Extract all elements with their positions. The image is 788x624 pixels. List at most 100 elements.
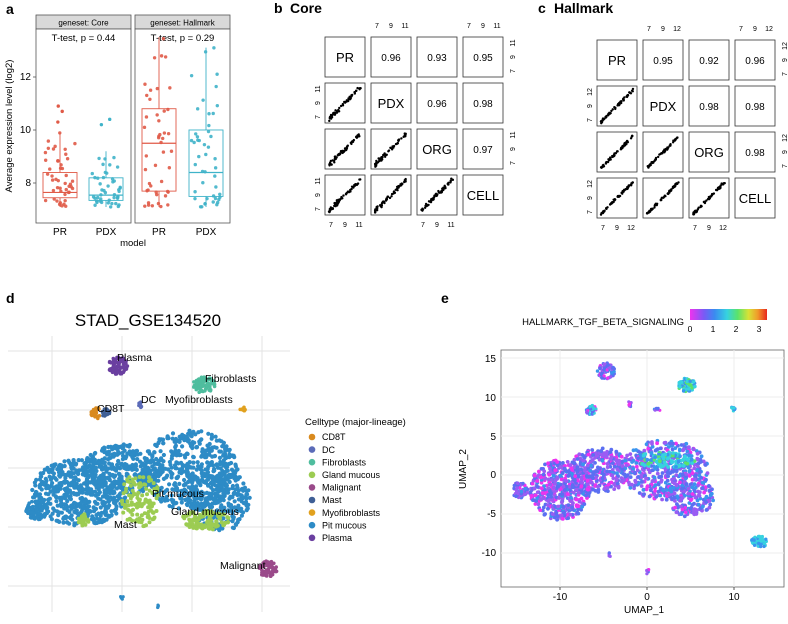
matrix-point	[649, 163, 652, 167]
cell-pit-mucous	[66, 482, 71, 487]
cell-expression	[652, 492, 657, 497]
cell-expression	[664, 497, 669, 502]
cell-pit-mucous	[41, 470, 46, 476]
cell-malignant	[269, 560, 274, 565]
cell-expression	[523, 487, 527, 491]
cell-pit-mucous	[200, 448, 206, 453]
matrix-point	[668, 189, 671, 193]
matrix-point	[603, 209, 606, 212]
legend-key	[308, 458, 316, 466]
cell-pit-mucous	[39, 474, 44, 479]
data-point	[159, 140, 163, 145]
cell-expression	[573, 474, 578, 478]
matrix-cell	[370, 36, 412, 78]
legend-key	[308, 433, 316, 441]
cell-expression	[662, 460, 667, 465]
cell-expression	[697, 493, 701, 497]
cell-gland-mucous	[222, 522, 227, 527]
cell-expression	[606, 482, 611, 487]
panel-b-letter: b	[274, 0, 283, 16]
matrix-point	[357, 133, 360, 136]
cell-pit-mucous	[167, 482, 172, 487]
cell-pit-mucous	[140, 489, 146, 494]
cell-pit-mucous	[44, 486, 49, 491]
xtick-pdx-core: PDX	[96, 227, 117, 238]
cell-pit-mucous	[59, 463, 64, 468]
matrix-point	[600, 211, 603, 215]
cell-pit-mucous	[231, 525, 236, 531]
cell-expression	[598, 366, 602, 370]
cell-expression	[676, 459, 681, 464]
cell-pit-mucous	[130, 451, 135, 456]
cell-pit-mucous	[34, 490, 39, 495]
data-point	[203, 50, 208, 54]
matrix-point	[403, 132, 406, 135]
cell-pit-mucous	[93, 465, 98, 470]
legend-key	[308, 496, 316, 504]
cell-pit-mucous	[152, 466, 157, 471]
matrix-label: PDX	[650, 99, 677, 114]
matrix-point	[613, 199, 616, 202]
matrix-point	[605, 207, 608, 211]
matrix-label: CELL	[739, 191, 772, 206]
matrix-tick: 9	[753, 26, 757, 33]
cell-expression	[566, 492, 570, 496]
cell-expression	[674, 465, 678, 469]
cell-pit-mucous	[244, 508, 249, 513]
cell-pit-mucous	[86, 475, 91, 480]
data-point	[115, 165, 120, 169]
cell-pit-mucous	[107, 471, 112, 476]
cell-expression	[652, 475, 657, 480]
cell-pit-mucous	[101, 499, 106, 504]
cell-plasma	[121, 370, 126, 375]
matrix-tick: 12	[782, 134, 788, 142]
matrix-tick: 11	[493, 23, 500, 30]
cell-pit-mucous	[62, 506, 67, 511]
umap-d-clusters	[24, 355, 279, 610]
cell-gland-mucous	[187, 517, 192, 522]
cell-expression	[695, 451, 700, 456]
cell-pit-mucous	[30, 487, 35, 493]
cell-pit-mucous	[77, 487, 82, 492]
data-point	[193, 162, 197, 167]
cell-expression	[687, 445, 691, 450]
cell-expression	[582, 502, 587, 506]
cell-pit-mucous	[203, 500, 208, 505]
cell-pit-mucous	[39, 515, 43, 520]
cell-pit-mucous	[227, 496, 232, 501]
matrix-point	[614, 152, 618, 155]
data-point	[48, 167, 52, 171]
cell-pit-mucous	[47, 496, 53, 501]
matrix-point	[654, 158, 657, 161]
cell-expression	[539, 486, 544, 491]
data-point	[73, 141, 77, 146]
panel-d-letter: d	[6, 290, 15, 306]
legend-label: Plasma	[322, 533, 352, 543]
matrix-point	[352, 138, 356, 142]
cell-expression	[575, 470, 580, 474]
cell-expression	[684, 441, 689, 446]
cell-pit-mucous	[191, 460, 196, 465]
cell-expression	[699, 454, 704, 459]
data-point	[189, 73, 194, 78]
matrix-tick: 7	[329, 222, 333, 229]
cell-gland-mucous	[127, 479, 132, 484]
cell-pit-mucous	[186, 465, 191, 470]
cell-gland-mucous	[76, 520, 81, 525]
matrix-point	[380, 202, 384, 205]
matrix-point	[703, 200, 707, 204]
data-point	[211, 200, 215, 204]
cell-expression	[611, 461, 615, 465]
matrix-point	[605, 160, 608, 164]
cell-pit-mucous	[131, 456, 136, 461]
matrix-point	[335, 110, 339, 113]
cell-expression	[665, 470, 670, 475]
cell-expression	[535, 490, 540, 495]
matrix-point	[397, 138, 400, 142]
cell-pit-mucous	[233, 464, 238, 469]
cell-pit-mucous	[39, 500, 44, 505]
cell-pit-mucous	[177, 439, 182, 444]
matrix-point	[382, 200, 386, 204]
matrix-point	[611, 108, 614, 111]
